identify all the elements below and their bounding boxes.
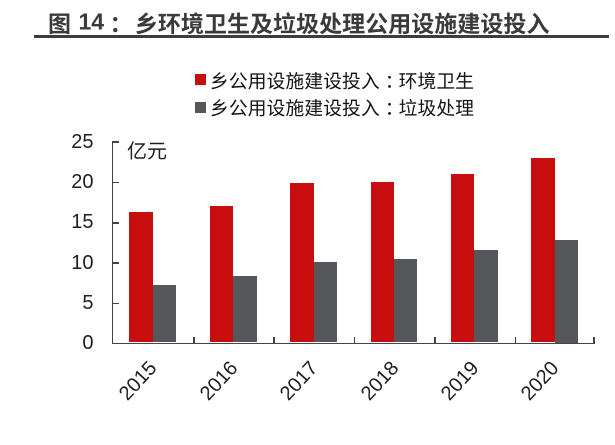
svg-text:14: 14 bbox=[78, 8, 104, 34]
